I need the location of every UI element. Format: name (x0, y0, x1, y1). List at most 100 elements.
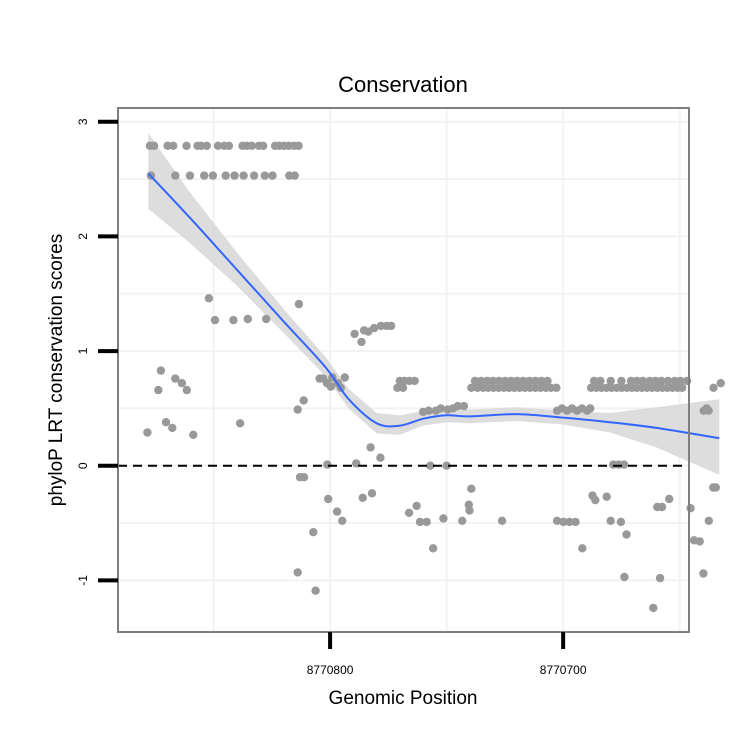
data-point (459, 401, 469, 411)
data-point (578, 544, 587, 553)
chart-title: Conservation (338, 72, 468, 97)
data-point (632, 376, 641, 386)
data-point (268, 171, 277, 180)
data-point (602, 492, 611, 501)
data-point (678, 383, 687, 392)
data-point (213, 141, 223, 150)
data-point (616, 517, 626, 527)
data-point (161, 418, 171, 427)
data-point (665, 494, 674, 504)
x-tick-label: 8770800 (307, 663, 354, 677)
y-tick-label: -1 (76, 575, 90, 586)
data-point (649, 603, 658, 613)
data-point (467, 484, 476, 493)
data-point (309, 528, 318, 537)
data-point (467, 383, 476, 392)
data-point (704, 516, 713, 525)
data-point (404, 508, 414, 517)
data-point (442, 461, 451, 470)
data-point (552, 383, 561, 392)
data-point (426, 461, 435, 470)
data-point (565, 517, 574, 527)
data-point (230, 171, 239, 180)
data-point (311, 586, 320, 595)
data-point (415, 517, 425, 527)
data-point (386, 321, 396, 331)
data-point (259, 141, 268, 150)
data-point (682, 376, 692, 386)
data-point (156, 366, 166, 375)
data-point (619, 460, 629, 469)
data-point (293, 405, 302, 414)
data-point (210, 315, 220, 325)
data-point (591, 495, 600, 505)
data-point (323, 460, 332, 469)
data-point (663, 376, 673, 386)
data-point (458, 516, 467, 525)
data-point (571, 517, 580, 527)
data-point (398, 383, 408, 392)
data-point (695, 537, 704, 546)
data-point (299, 396, 308, 405)
data-point (208, 171, 218, 180)
data-point (249, 171, 259, 180)
data-point (366, 443, 375, 452)
data-point (229, 315, 238, 325)
data-point (239, 171, 248, 180)
data-point (626, 376, 636, 386)
data-point (436, 404, 445, 413)
data-point (651, 376, 660, 386)
data-point (699, 569, 708, 578)
data-point (202, 141, 211, 150)
data-point (589, 376, 599, 386)
data-point (204, 294, 214, 303)
data-point (171, 171, 180, 180)
data-point (428, 544, 438, 553)
y-tick-label: 2 (76, 233, 90, 240)
y-tick-label: 0 (76, 462, 90, 469)
data-point (657, 376, 666, 386)
data-point (235, 419, 245, 428)
plot-panel (118, 108, 689, 632)
data-point (243, 314, 252, 324)
data-point (606, 516, 615, 525)
data-point (483, 376, 492, 386)
data-point (168, 423, 177, 433)
data-point (200, 171, 209, 180)
data-point (326, 382, 335, 391)
data-point (500, 376, 510, 386)
data-point (260, 171, 269, 180)
data-point (525, 376, 534, 386)
data-point (716, 379, 725, 388)
x-axis-ticks: 8770800 8770700 (307, 632, 587, 677)
confidence-band (148, 133, 720, 475)
data-point (617, 376, 626, 386)
data-point (299, 473, 309, 482)
data-point (358, 493, 367, 502)
data-point (247, 141, 256, 150)
data-point (262, 314, 271, 324)
data-point (513, 376, 522, 386)
data-point (290, 171, 299, 180)
data-point (410, 376, 419, 386)
x-axis-label: Genomic Position (329, 688, 478, 709)
data-point (294, 141, 303, 150)
data-point (552, 516, 562, 525)
data-point (293, 568, 302, 577)
y-tick-label: 3 (76, 118, 90, 125)
data-point (586, 404, 595, 413)
data-point (149, 141, 159, 150)
data-point (709, 383, 718, 392)
data-point (177, 379, 187, 388)
data-point (221, 171, 230, 180)
y-axis-label: phyloP LRT conservation scores (46, 234, 67, 507)
x-tick-label: 8770700 (540, 663, 587, 677)
data-point (182, 385, 191, 395)
data-point (376, 453, 385, 462)
data-point (620, 572, 629, 582)
data-point (559, 517, 568, 527)
data-point (657, 502, 667, 512)
data-point (519, 376, 528, 386)
smooth-line (147, 172, 720, 440)
